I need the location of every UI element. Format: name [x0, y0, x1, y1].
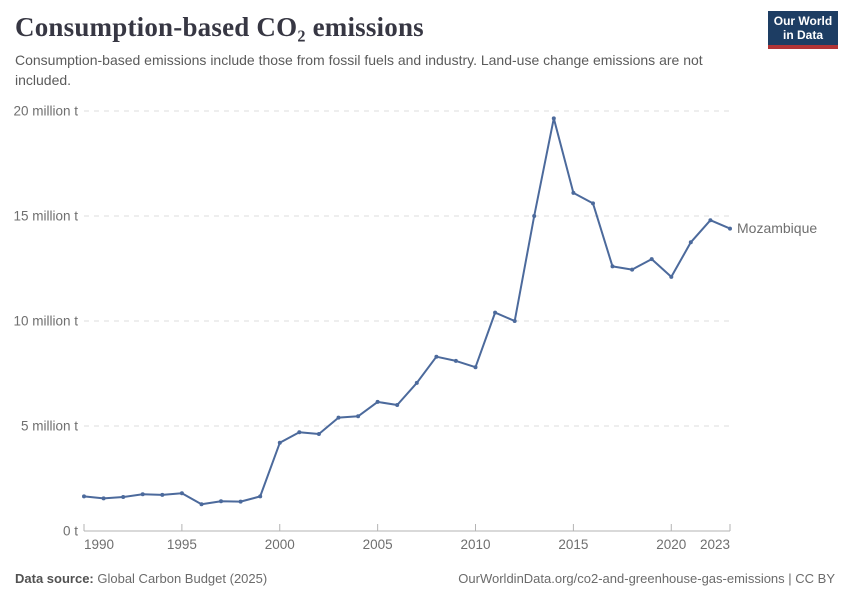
- y-tick-label: 10 million t: [13, 314, 78, 329]
- x-tick-label: 2023: [700, 537, 730, 552]
- data-point[interactable]: [610, 264, 615, 269]
- data-source: Data source: Global Carbon Budget (2025): [15, 571, 267, 586]
- data-point[interactable]: [532, 214, 537, 218]
- data-point[interactable]: [688, 240, 693, 245]
- data-point[interactable]: [258, 494, 263, 499]
- data-point[interactable]: [179, 491, 184, 496]
- x-tick-label: 2020: [656, 537, 686, 552]
- owid-logo-line1: Our World: [773, 13, 833, 28]
- x-tick-label: 1990: [84, 537, 114, 552]
- data-point[interactable]: [336, 415, 341, 420]
- x-tick-label: 2015: [558, 537, 588, 552]
- y-tick-label: 15 million t: [13, 209, 78, 224]
- y-tick-label: 0 t: [63, 524, 78, 539]
- owid-logo-line2: in Data: [782, 28, 823, 42]
- data-point[interactable]: [551, 116, 556, 121]
- data-point[interactable]: [434, 354, 439, 359]
- data-point[interactable]: [375, 399, 380, 404]
- x-tick-label: 1995: [167, 537, 197, 552]
- x-tick-label: 2010: [460, 537, 490, 552]
- data-source-value: Global Carbon Budget (2025): [93, 571, 268, 586]
- page-title: Consumption-based CO₂ emissions: [15, 12, 424, 42]
- data-point[interactable]: [101, 496, 106, 501]
- data-point[interactable]: [121, 495, 126, 499]
- chart-subtitle: Consumption-based emissions include thos…: [15, 52, 703, 88]
- data-point[interactable]: [199, 502, 204, 507]
- chart-footer: Data source: Global Carbon Budget (2025)…: [15, 571, 835, 586]
- data-point[interactable]: [160, 492, 165, 497]
- data-point[interactable]: [708, 218, 713, 223]
- data-point[interactable]: [395, 403, 400, 407]
- data-source-label: Data source:: [15, 571, 94, 586]
- data-point[interactable]: [493, 310, 498, 315]
- data-point[interactable]: [473, 365, 478, 370]
- entity-label[interactable]: Mozambique: [737, 220, 817, 236]
- y-tick-label: 5 million t: [21, 419, 78, 434]
- y-tick-label: 20 million t: [13, 104, 78, 119]
- data-point[interactable]: [277, 440, 282, 445]
- data-point[interactable]: [453, 358, 458, 363]
- x-tick-label: 2000: [265, 537, 295, 552]
- owid-logo[interactable]: Our World in Data: [768, 11, 838, 49]
- data-point[interactable]: [297, 430, 302, 435]
- data-point[interactable]: [356, 414, 361, 419]
- data-point[interactable]: [316, 432, 321, 436]
- data-point[interactable]: [669, 274, 674, 279]
- data-point[interactable]: [219, 499, 223, 504]
- data-point[interactable]: [728, 226, 732, 231]
- data-point[interactable]: [512, 319, 517, 323]
- x-tick-label: 2005: [363, 537, 393, 552]
- data-point[interactable]: [649, 257, 654, 262]
- data-point[interactable]: [571, 190, 576, 195]
- data-point[interactable]: [82, 494, 86, 499]
- data-point[interactable]: [414, 380, 419, 385]
- data-point[interactable]: [591, 201, 595, 206]
- data-point[interactable]: [630, 267, 635, 272]
- data-point[interactable]: [238, 499, 243, 504]
- data-point[interactable]: [140, 492, 145, 497]
- series-line-mozambique[interactable]: [83, 117, 731, 506]
- license-url[interactable]: OurWorldinData.org/co2-and-greenhouse-ga…: [458, 571, 835, 586]
